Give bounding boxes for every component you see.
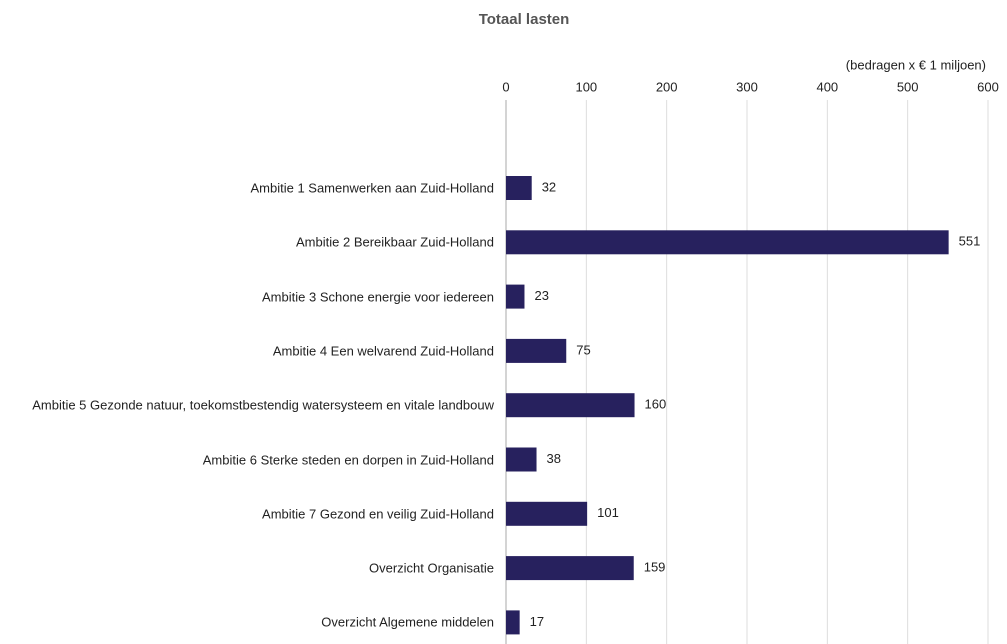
category-label: Overzicht Organisatie: [369, 560, 494, 576]
x-tick-label: 300: [736, 79, 758, 94]
bar: [506, 176, 532, 200]
chart-title: Totaal lasten: [479, 11, 570, 28]
value-label: 551: [959, 234, 981, 249]
category-label: Ambitie 6 Sterke steden en dorpen in Zui…: [202, 452, 494, 467]
value-label: 32: [542, 179, 556, 194]
bar: [506, 610, 520, 635]
bar: [506, 447, 537, 472]
category-label: Ambitie 1 Samenwerken aan Zuid-Holland: [250, 180, 494, 196]
bar: [506, 230, 949, 255]
x-tick-label: 600: [977, 79, 999, 94]
category-label: Ambitie 3 Schone energie voor iedereen: [262, 289, 494, 305]
bar: [506, 284, 525, 309]
category-label: Ambitie 2 Bereikbaar Zuid-Holland: [296, 234, 494, 250]
bar: [506, 393, 635, 418]
value-label: 159: [644, 560, 666, 575]
value-label: 23: [534, 288, 548, 303]
value-label: 160: [645, 397, 667, 412]
category-label: Overzicht Algemene middelen: [321, 614, 494, 630]
bar: [506, 338, 567, 363]
x-tick-label: 100: [575, 79, 597, 94]
value-label: 38: [547, 451, 561, 466]
category-label: Ambitie 5 Gezonde natuur, toekomstbesten…: [32, 397, 494, 413]
value-label: 17: [530, 614, 544, 629]
bar: [506, 556, 634, 581]
x-tick-label: 0: [502, 79, 509, 94]
bar: [506, 501, 588, 526]
category-label: Ambitie 4 Een welvarend Zuid-Holland: [272, 343, 494, 359]
x-tick-label: 200: [656, 79, 678, 94]
x-tick-label: 500: [897, 79, 919, 94]
axis-label: (bedragen x € 1 miljoen): [846, 57, 986, 72]
value-label: 101: [597, 505, 619, 520]
category-label: Ambitie 7 Gezond en veilig Zuid-Holland: [262, 506, 494, 522]
value-label: 75: [576, 342, 590, 357]
x-tick-label: 400: [816, 79, 838, 94]
